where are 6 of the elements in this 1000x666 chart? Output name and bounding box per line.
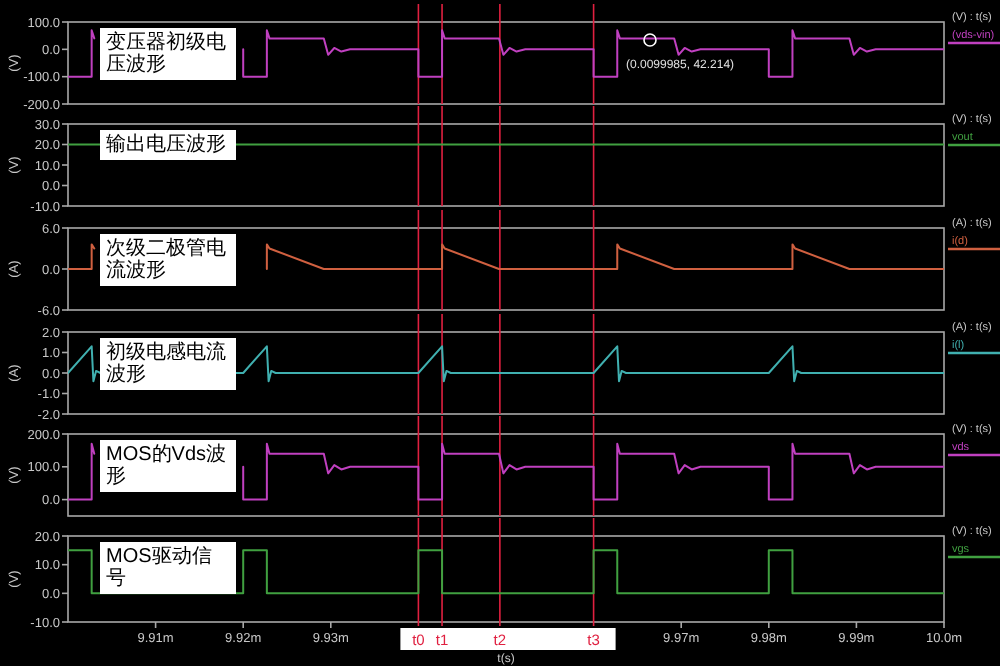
annotation: MOS驱动信号 [106,544,212,590]
annotation: 输出电压波形 [106,132,226,156]
annotation: 变压器初级电压波形 [106,30,226,76]
annotation: 初级电感电流波形 [106,340,226,386]
annotation: 次级二极管电流波形 [106,236,226,282]
annotation: MOS的Vds波形 [106,442,227,488]
